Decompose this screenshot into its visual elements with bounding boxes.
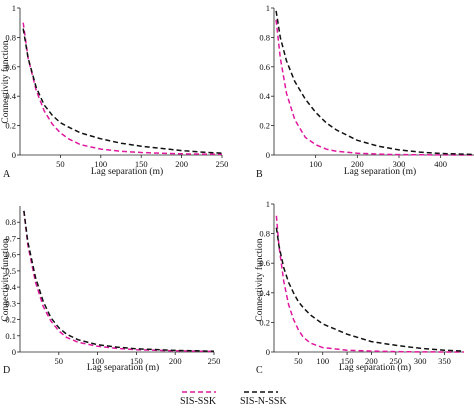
y-tick-label: 0.8 bbox=[259, 229, 270, 239]
x-axis-title: Lag separation (m) bbox=[339, 362, 411, 373]
x-tick-label: 50 bbox=[56, 159, 65, 169]
x-tick-label: 250 bbox=[208, 356, 221, 366]
panel-d: 50 100 150 200 250 0 0.1 0.2 0.3 0.4 0.5 0.6 0.7 0.8 L… bbox=[0, 206, 220, 376]
y-tick-label: 0.8 bbox=[5, 32, 16, 42]
x-tick-label: 100 bbox=[316, 356, 329, 366]
y-tick-label: 0.4 bbox=[259, 91, 270, 101]
x-tick-label: 400 bbox=[434, 159, 447, 169]
x-tick-label: 100 bbox=[309, 159, 322, 169]
y-tick-label: 1 bbox=[266, 3, 270, 13]
y-tick-label: 0.2 bbox=[5, 121, 16, 131]
x-tick-label: 250 bbox=[389, 356, 402, 366]
legend-label-sis-n-ssk: SIS-N-SSK bbox=[240, 396, 287, 407]
x-axis-title: Lag separation (m) bbox=[87, 362, 159, 373]
x-axis-title: Lag separation (m) bbox=[91, 166, 163, 177]
series-line-sis-n-ssk bbox=[22, 28, 223, 154]
y-tick-label: 0.8 bbox=[259, 32, 270, 42]
y-tick-label: 0.2 bbox=[5, 315, 16, 325]
y-tick-label: 0.6 bbox=[259, 62, 270, 72]
y-axis-title: Connectivity function bbox=[254, 238, 265, 321]
panel-a: 50 100 150 200 250 0 0.2 0.4 0.6 0.8 1 Lag separati… bbox=[0, 3, 228, 180]
panel-b: 100 200 300 400 0 0.2 0.4 0.6 0.8 1 Lag separation… bbox=[256, 3, 474, 180]
panel-letter: A bbox=[3, 169, 11, 180]
x-tick-label: 200 bbox=[351, 159, 364, 169]
x-tick-label: 300 bbox=[393, 159, 406, 169]
y-tick-label: 0.4 bbox=[259, 288, 270, 298]
y-tick-label: 1 bbox=[12, 3, 16, 13]
x-tick-label: 350 bbox=[438, 356, 451, 366]
series-line-sis-ssk bbox=[275, 215, 465, 353]
y-tick-label: 0.4 bbox=[5, 282, 16, 292]
y-tick-label: 0 bbox=[266, 150, 270, 160]
series-line-sis-n-ssk bbox=[275, 227, 465, 352]
y-tick-label: 1 bbox=[266, 199, 270, 209]
y-tick-label: 0 bbox=[12, 347, 16, 357]
y-tick-label: 0 bbox=[266, 347, 270, 357]
x-tick-label: 100 bbox=[94, 159, 107, 169]
panel-letter: B bbox=[256, 169, 263, 180]
y-axis-title: Connectivity function bbox=[0, 40, 11, 123]
y-tick-label: 0 bbox=[12, 150, 16, 160]
x-tick-label: 50 bbox=[294, 356, 303, 366]
x-tick-label: 300 bbox=[414, 356, 427, 366]
legend-label-sis-ssk: SIS-SSK bbox=[180, 396, 217, 407]
y-tick-label: 0.6 bbox=[5, 62, 16, 72]
y-tick-label: 0.1 bbox=[5, 331, 16, 341]
x-tick-label: 200 bbox=[169, 356, 182, 366]
series-line-sis-ssk bbox=[22, 22, 223, 156]
y-tick-label: 0.6 bbox=[259, 258, 270, 268]
y-tick-label: 0.8 bbox=[5, 217, 16, 227]
y-tick-label: 0.2 bbox=[259, 121, 270, 131]
series-line-sis-n-ssk bbox=[275, 10, 474, 156]
x-tick-label: 200 bbox=[175, 159, 188, 169]
x-tick-label: 150 bbox=[341, 356, 354, 366]
x-tick-label: 250 bbox=[216, 159, 229, 169]
y-tick-label: 0.4 bbox=[5, 91, 16, 101]
y-tick-label: 0.5 bbox=[5, 266, 16, 276]
y-tick-label: 0.2 bbox=[259, 317, 270, 327]
panel-c: 50 100 150 200 250 300 350 0 0.2 0.4 0.6 0.8 1 Lag se… bbox=[254, 199, 465, 376]
x-tick-label: 50 bbox=[55, 356, 64, 366]
panel-letter: C bbox=[256, 365, 263, 376]
x-axis-title: Lag separation (m) bbox=[344, 166, 416, 177]
x-tick-label: 200 bbox=[365, 356, 378, 366]
legend: SIS-SSK SIS-N-SSK bbox=[180, 391, 287, 407]
y-axis-title: Connectivity function bbox=[0, 238, 11, 321]
x-tick-label: 150 bbox=[130, 356, 143, 366]
panel-letter: D bbox=[3, 365, 10, 376]
y-tick-label: 0.6 bbox=[5, 250, 16, 260]
series-line-sis-ssk bbox=[23, 210, 215, 353]
y-tick-label: 0.7 bbox=[5, 233, 16, 243]
x-tick-label: 150 bbox=[135, 159, 148, 169]
x-tick-label: 100 bbox=[91, 356, 104, 366]
series-line-sis-ssk bbox=[275, 19, 474, 156]
series-line-sis-n-ssk bbox=[23, 210, 215, 352]
y-tick-label: 0.3 bbox=[5, 298, 16, 308]
